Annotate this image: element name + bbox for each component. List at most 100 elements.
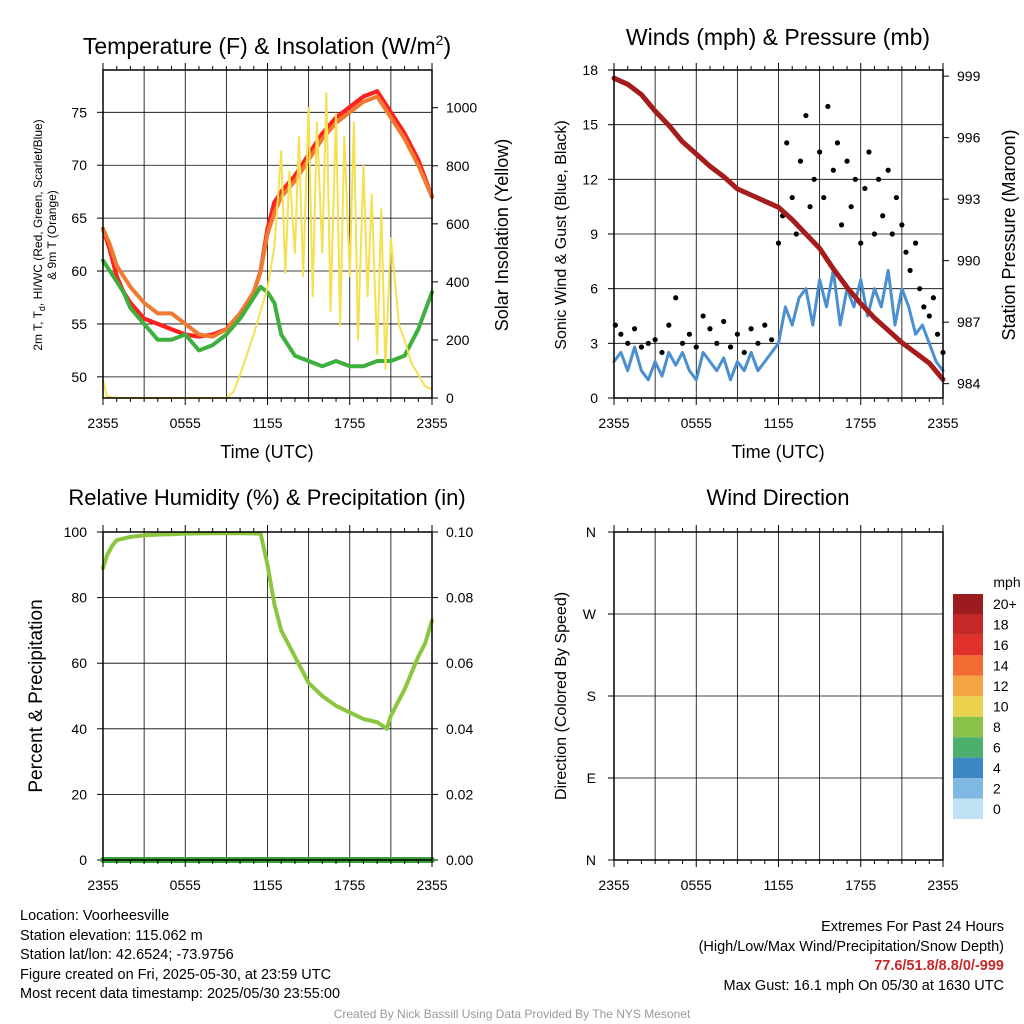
- direction-y-tick-label: E: [587, 770, 596, 786]
- winds-x-tick-label: 2355: [598, 415, 629, 431]
- gust-point: [686, 331, 692, 337]
- gust-point: [807, 204, 813, 210]
- temperature-x-tick-label: 1755: [334, 415, 365, 431]
- temperature-y-tick-label: 60: [71, 263, 87, 279]
- gust-point: [789, 194, 795, 201]
- temperature-panel: Temperature (F) & Insolation (W/m2) Time…: [31, 32, 512, 462]
- precipitation-y2-tick-label: 0.02: [446, 786, 473, 802]
- colorbar-swatch: [953, 737, 983, 758]
- insolation-y2-tick-label: 0: [446, 390, 454, 406]
- direction-y-tick-label: N: [586, 524, 596, 540]
- colorbar-swatch: [953, 614, 983, 635]
- winds-panel: Winds (mph) & Pressure (mb) Time (UTC) S…: [553, 24, 1019, 462]
- insolation-y2-tick-label: 800: [446, 158, 470, 174]
- gust-point: [659, 349, 665, 356]
- pressure-y2-tick-label: 984: [957, 376, 981, 392]
- winds-x-tick-label: 2355: [927, 415, 958, 431]
- direction-x-tick-label: 2355: [927, 877, 958, 893]
- colorbar-title: mph: [993, 574, 1020, 590]
- station-info: Location: Voorheesville Station elevatio…: [20, 907, 340, 1005]
- insolation-y-label: Solar Insolation (Yellow): [492, 139, 512, 331]
- gust-point: [834, 140, 841, 146]
- direction-y-tick-label: S: [587, 688, 596, 704]
- extremes-title: Extremes For Past 24 Hours: [821, 919, 1004, 935]
- winds-x-tick-label: 1155: [763, 415, 793, 431]
- colorbar-label: 12: [993, 678, 1009, 694]
- gust-point: [844, 158, 850, 164]
- temperature-x-tick-label: 2355: [416, 415, 447, 431]
- colorbar-label: 18: [993, 617, 1009, 633]
- winds-x-tick-label: 1755: [845, 415, 876, 431]
- winds-y-tick-label: 3: [590, 335, 598, 351]
- gust-point: [679, 340, 686, 346]
- gust-point: [934, 331, 941, 337]
- gust-point: [748, 326, 754, 332]
- gust-point: [727, 344, 734, 350]
- humidity-frame: [102, 531, 433, 861]
- temperature-x-tick-label: 2355: [87, 415, 118, 431]
- series-line-station-pressure: [611, 75, 946, 382]
- temperature-panel-title: Temperature (F) & Insolation (W/m2): [83, 32, 451, 59]
- gust-point: [912, 240, 919, 246]
- humidity-y-tick-label: 60: [71, 655, 87, 671]
- gust-point: [903, 249, 909, 255]
- gust-point: [652, 337, 658, 343]
- gust-point: [871, 231, 878, 237]
- colorbar-swatch: [953, 675, 983, 697]
- series-line-9m-t: [101, 94, 434, 339]
- wind-y-label: Sonic Wind & Gust (Blue, Black): [553, 120, 570, 349]
- gust-point: [714, 340, 720, 346]
- direction-y-label: Direction (Colored By Speed): [553, 592, 570, 800]
- gust-point: [638, 344, 645, 350]
- gust-point: [838, 222, 845, 228]
- gust-point: [852, 176, 858, 182]
- humidity-panel: Relative Humidity (%) & Precipitation (i…: [26, 485, 473, 893]
- temperature-frame: [102, 69, 433, 399]
- humidity-panel-title: Relative Humidity (%) & Precipitation (i…: [68, 485, 465, 510]
- winds-y-tick-label: 15: [582, 117, 598, 133]
- humidity-y-tick-label: 100: [64, 524, 88, 540]
- humidity-x-tick-label: 0555: [170, 877, 201, 893]
- gust-point: [762, 322, 768, 328]
- series-line-sonic-wind: [612, 268, 945, 382]
- figure-created: Figure created on Fri, 2025-05-30, at 23…: [20, 966, 332, 983]
- colorbar-swatch: [953, 716, 983, 738]
- winds-y-tick-label: 12: [582, 171, 598, 187]
- direction-frame: [613, 531, 944, 861]
- gust-point: [875, 176, 882, 182]
- colorbar-label: 2: [993, 780, 1001, 796]
- temperature-x-tick-label: 0555: [170, 415, 201, 431]
- winds-y-tick-label: 6: [590, 281, 598, 297]
- pressure-y-label: Station Pressure (Maroon): [999, 129, 1019, 340]
- gust-point: [707, 326, 713, 332]
- humidity-x-tick-label: 1755: [334, 877, 365, 893]
- gust-point: [930, 295, 937, 301]
- colorbar-label: 20+: [993, 596, 1017, 612]
- gust-point: [645, 340, 651, 346]
- gust-point: [769, 337, 775, 343]
- gust-point: [775, 240, 782, 246]
- gust-point: [784, 140, 790, 146]
- gust-point: [625, 340, 631, 346]
- gust-point: [921, 304, 927, 310]
- gust-point: [926, 313, 932, 319]
- colorbar-swatch: [953, 696, 983, 717]
- wind-direction-panel-title: Wind Direction: [706, 485, 849, 510]
- colorbar-swatch: [953, 778, 983, 799]
- gust-point: [700, 313, 706, 319]
- precipitation-y2-tick-label: 0.00: [446, 852, 473, 868]
- gust-point: [618, 331, 624, 337]
- max-gust: Max Gust: 16.1 mph On 05/30 at 1630 UTC: [723, 977, 1004, 994]
- station-location: Location: Voorheesville: [20, 908, 170, 924]
- gust-point: [907, 267, 913, 274]
- gust-point: [917, 286, 923, 292]
- colorbar-label: 8: [993, 719, 1001, 735]
- direction-x-tick-label: 1755: [845, 877, 876, 893]
- insolation-y2-tick-label: 200: [446, 332, 470, 348]
- humidity-y-tick-label: 40: [71, 721, 87, 737]
- station-elevation: Station elevation: 115.062 m: [20, 927, 203, 944]
- humidity-x-tick-label: 1155: [252, 877, 282, 893]
- gust-point: [848, 204, 854, 210]
- wind-direction-panel: Wind Direction Direction (Colored By Spe…: [553, 485, 1021, 893]
